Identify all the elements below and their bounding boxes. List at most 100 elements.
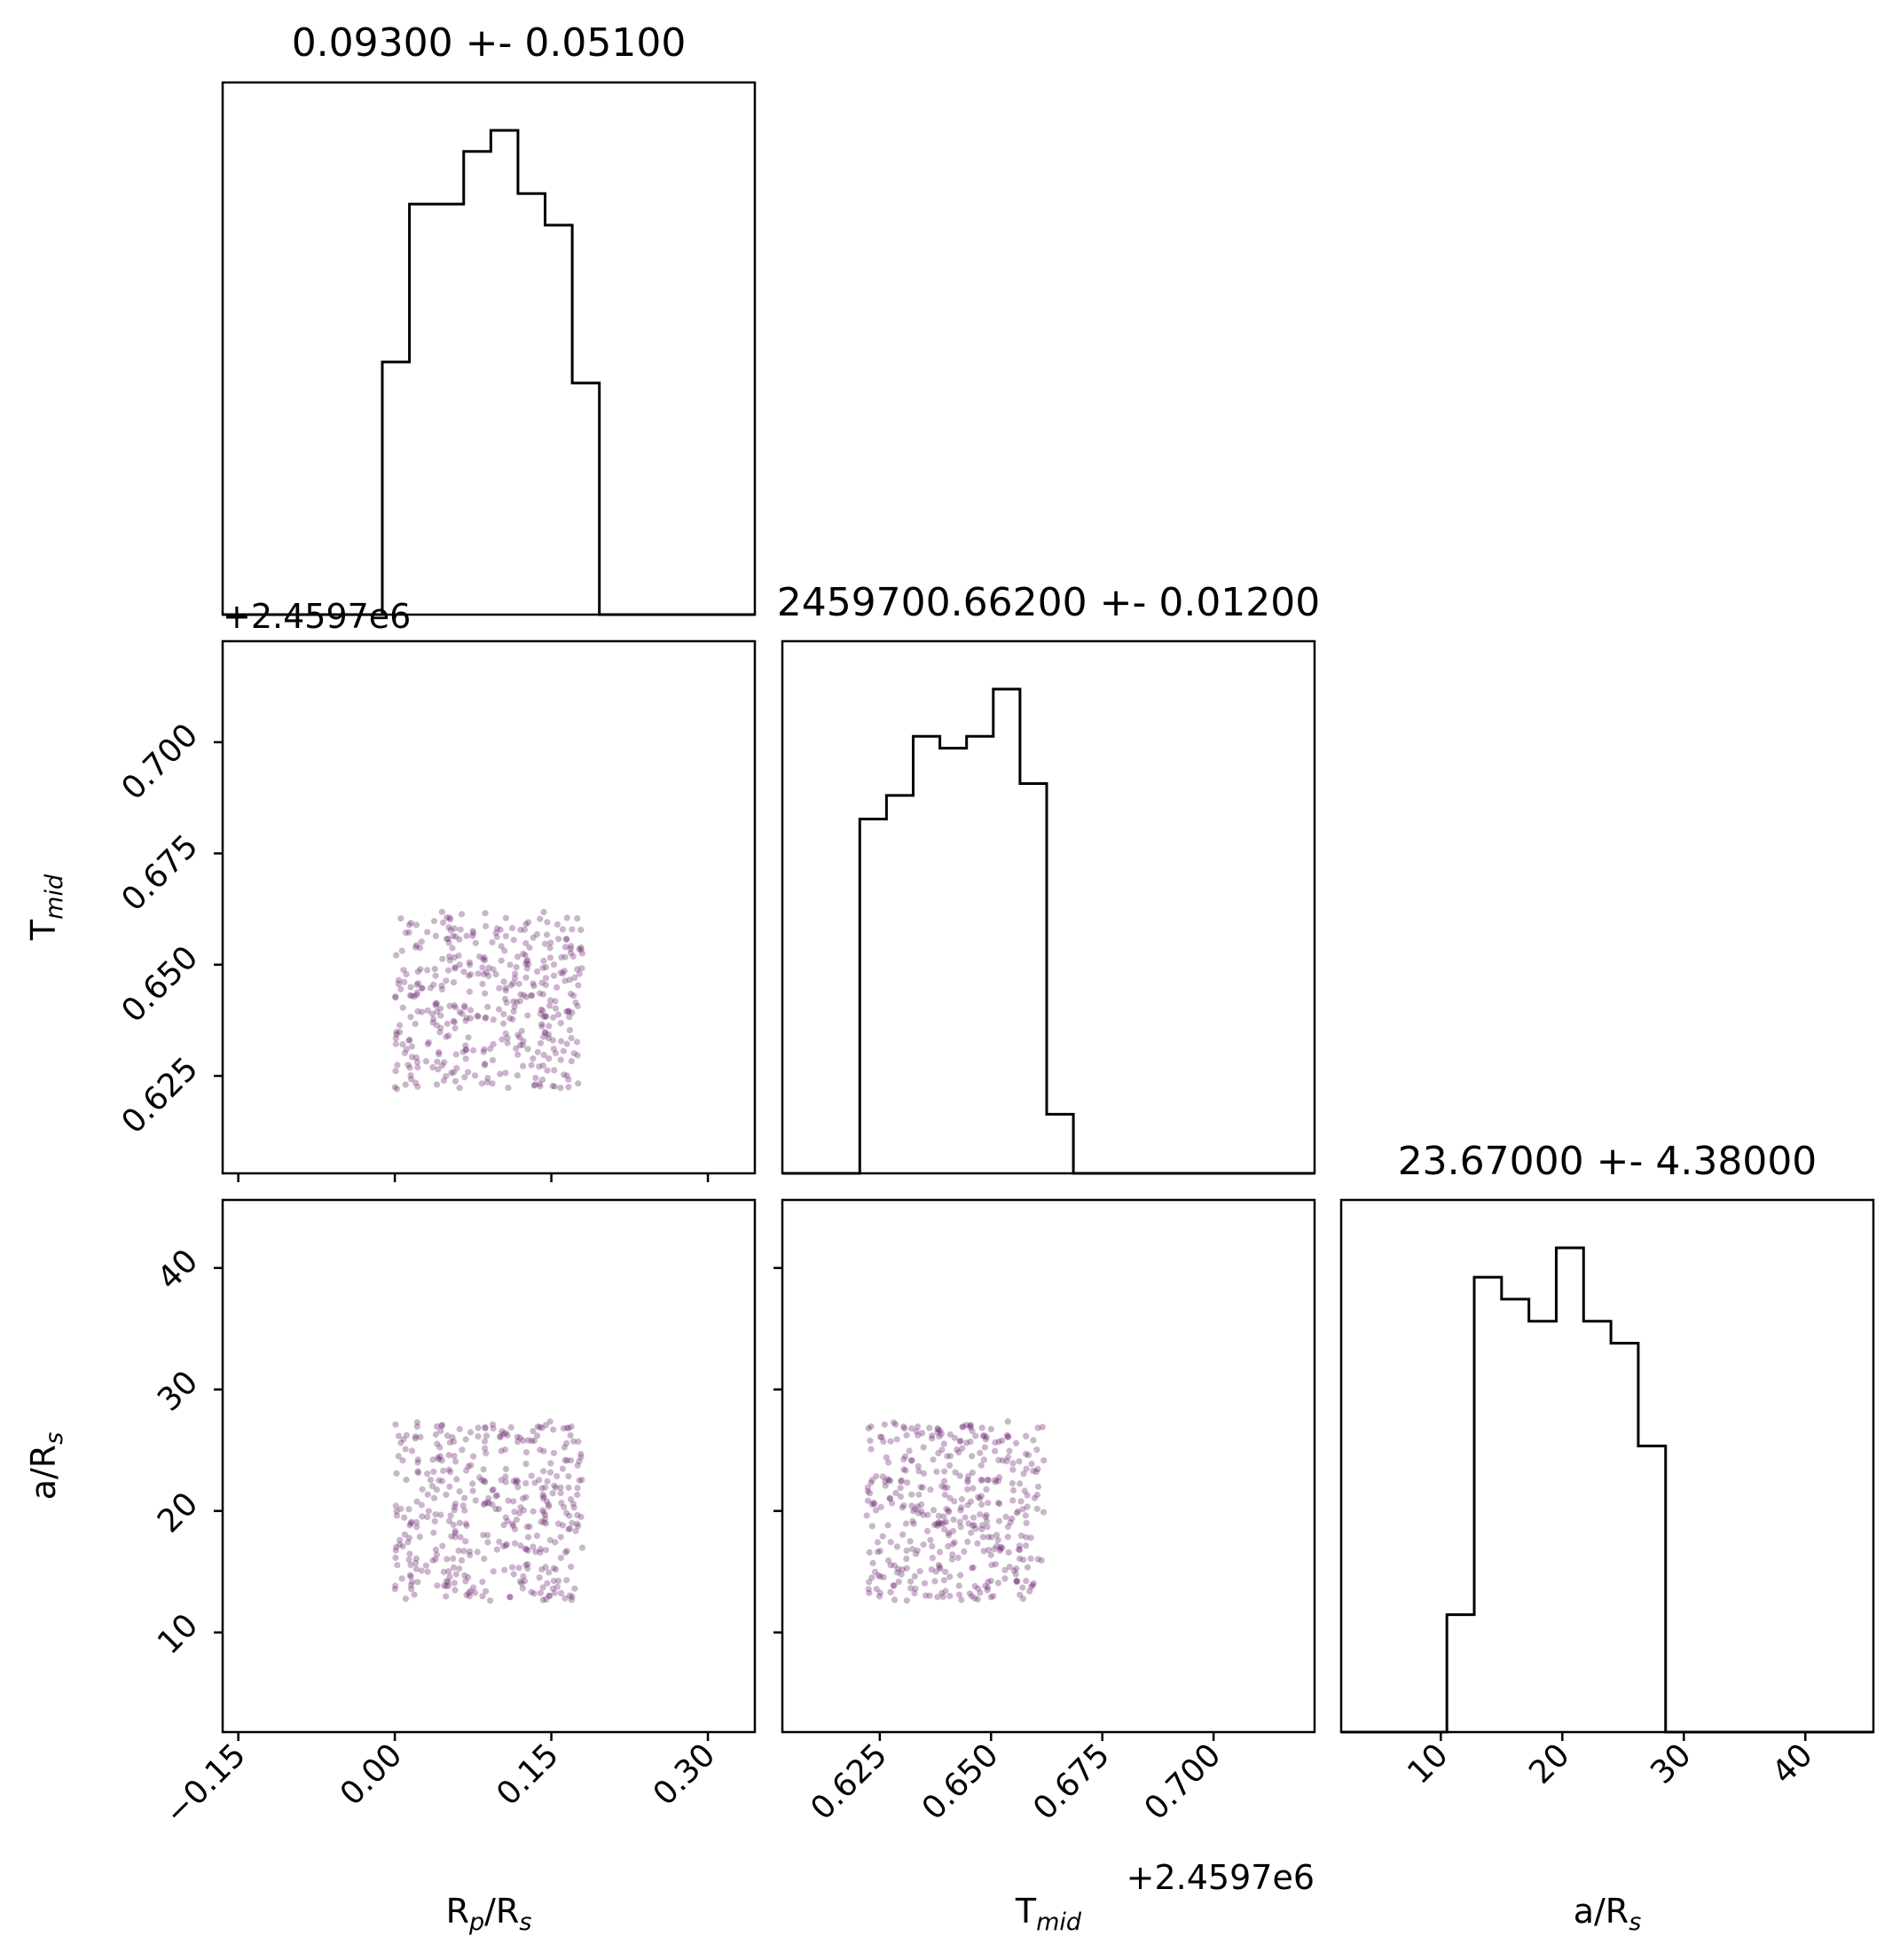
- scatter-point: [929, 1435, 936, 1442]
- scatter-point: [506, 961, 514, 968]
- scatter-point: [910, 1520, 917, 1527]
- scatter-point: [992, 1561, 999, 1568]
- scatter-point: [955, 1449, 962, 1456]
- scatter-point: [520, 1038, 527, 1045]
- scatter-point: [393, 1028, 400, 1036]
- scatter-point: [995, 1517, 1002, 1525]
- scatter-point: [393, 1031, 400, 1038]
- scatter-point: [438, 1478, 446, 1485]
- scatter-point: [1004, 1434, 1011, 1441]
- scatter-point: [463, 932, 470, 939]
- scatter-point: [514, 1433, 522, 1440]
- histogram-tmid: [782, 687, 1315, 1175]
- scatter-point: [490, 1486, 497, 1493]
- scatter-point: [398, 1575, 405, 1582]
- scatter-point: [414, 1063, 421, 1070]
- scatter-point: [522, 1545, 529, 1552]
- scatter-point: [1004, 1533, 1011, 1541]
- scatter-point: [452, 1571, 459, 1578]
- scatter-point: [445, 1452, 452, 1459]
- x-label-a-sub: s: [1629, 1909, 1641, 1936]
- scatter-point: [455, 953, 462, 960]
- scatter-point: [997, 1545, 1004, 1552]
- scatter-point: [433, 1551, 440, 1558]
- scatter-point: [891, 1562, 899, 1569]
- scatter-point: [1004, 1523, 1012, 1530]
- scatter-point: [906, 1447, 913, 1454]
- scatter-point: [512, 1525, 519, 1533]
- scatter-point: [502, 1465, 510, 1472]
- scatter-point: [886, 1494, 893, 1502]
- scatter-point: [393, 1543, 400, 1551]
- scatter-point: [539, 991, 546, 998]
- y-ticks-tmid: 0.625 0.650 0.675 0.700: [114, 717, 223, 1141]
- scatter-point: [452, 1051, 459, 1058]
- scatter-point: [961, 1548, 968, 1555]
- scatter-point: [465, 1034, 472, 1041]
- scatter-point: [520, 1437, 527, 1444]
- scatter-point: [919, 1484, 926, 1491]
- scatter-point: [902, 1467, 909, 1474]
- scatter-point: [399, 1542, 406, 1550]
- x-label-rp-main: R: [446, 1892, 469, 1931]
- scatter-point: [575, 1080, 582, 1087]
- scatter-point: [985, 1500, 992, 1507]
- scatter-point: [459, 1048, 467, 1055]
- scatter-point: [933, 1520, 940, 1527]
- scatter-point: [554, 1520, 562, 1527]
- scatter-point: [510, 1478, 517, 1485]
- scatter-point: [979, 1432, 986, 1439]
- scatter-point: [569, 926, 576, 933]
- scatter-point: [455, 1547, 462, 1555]
- scatter-point: [459, 1502, 467, 1509]
- scatter-point: [1024, 1503, 1031, 1510]
- scatter-point: [942, 1588, 949, 1595]
- scatter-point: [451, 965, 459, 972]
- scatter-point: [440, 1467, 447, 1474]
- scatter-point: [483, 1432, 491, 1439]
- scatter-point: [542, 1422, 549, 1429]
- scatter-point: [412, 1555, 420, 1562]
- x-tick-label: 0.30: [647, 1737, 723, 1813]
- scatter-point: [534, 968, 541, 975]
- scatter-point: [407, 1581, 414, 1588]
- scatter-point: [952, 1469, 959, 1476]
- scatter-point: [987, 1577, 994, 1585]
- scatter-point: [485, 1500, 492, 1507]
- scatter-point: [481, 1062, 489, 1069]
- scatter-point: [969, 1593, 976, 1600]
- scatter-point: [469, 1480, 476, 1487]
- scatter-point: [967, 1423, 974, 1431]
- scatter-point: [1013, 1439, 1020, 1446]
- scatter-point: [523, 1546, 530, 1553]
- panel-hist-a-frame: [1339, 1198, 1875, 1734]
- scatter-point: [996, 1547, 1003, 1555]
- scatter-point: [903, 1547, 910, 1554]
- scatter-point: [437, 1511, 444, 1518]
- scatter-point: [432, 1002, 439, 1009]
- scatter-point: [1030, 1437, 1037, 1444]
- scatter-point: [540, 1033, 547, 1040]
- scatter-point: [561, 1071, 568, 1078]
- scatter-point: [514, 953, 522, 960]
- scatter-point: [972, 1525, 979, 1533]
- scatter-point: [427, 984, 434, 992]
- scatter-point: [471, 1072, 479, 1079]
- scatter-point: [432, 1556, 439, 1563]
- scatter-point: [500, 1522, 507, 1529]
- scatter-point: [901, 1425, 908, 1432]
- scatter-point: [434, 1058, 441, 1065]
- scatter-point: [524, 1565, 531, 1572]
- scatter-point: [514, 1484, 522, 1491]
- scatter-point: [401, 1531, 408, 1538]
- scatter-point: [918, 1501, 925, 1508]
- scatter-point: [509, 1522, 517, 1529]
- scatter-point: [460, 1548, 467, 1555]
- scatter-point: [926, 1424, 933, 1431]
- scatter-point: [1031, 1494, 1039, 1501]
- scatter-point: [945, 1507, 952, 1514]
- scatter-point: [550, 1014, 557, 1021]
- scatter-point: [489, 1080, 496, 1087]
- scatter-point: [567, 1431, 574, 1439]
- scatter-point: [403, 1476, 410, 1484]
